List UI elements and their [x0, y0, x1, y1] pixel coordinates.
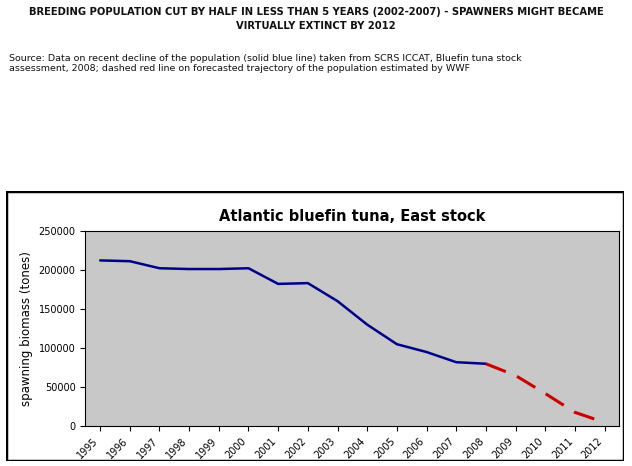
Title: Atlantic bluefin tuna, East stock: Atlantic bluefin tuna, East stock [219, 209, 485, 224]
Text: Source: Data on recent decline of the population (solid blue line) taken from SC: Source: Data on recent decline of the po… [9, 54, 522, 73]
X-axis label: year: year [339, 464, 365, 466]
Y-axis label: spawning biomass (tones): spawning biomass (tones) [20, 251, 33, 406]
Text: BREEDING POPULATION CUT BY HALF IN LESS THAN 5 YEARS (2002-2007) - SPAWNERS MIGH: BREEDING POPULATION CUT BY HALF IN LESS … [28, 7, 604, 17]
Text: VIRTUALLY EXTINCT BY 2012: VIRTUALLY EXTINCT BY 2012 [236, 21, 396, 31]
